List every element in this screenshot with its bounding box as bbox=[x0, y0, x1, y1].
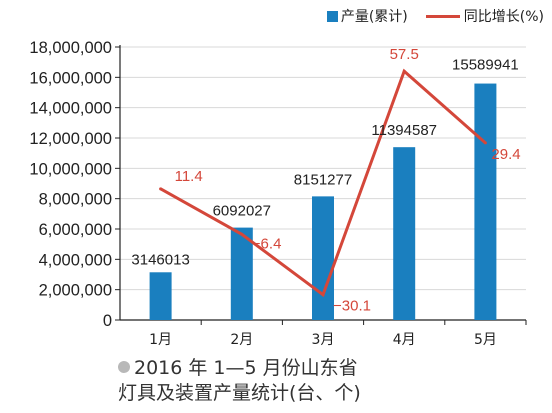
legend-bar-swatch bbox=[326, 10, 338, 22]
legend: 产量(累计) 同比增长(%) bbox=[326, 6, 544, 26]
legend-bar-label: 产量(累计) bbox=[340, 9, 408, 25]
bar-value-label: 8151277 bbox=[294, 171, 352, 188]
y-tick-label: 2,000,000 bbox=[39, 282, 112, 300]
growth-point bbox=[240, 232, 244, 236]
caption-line-1: 2016 年 1—5 月份山东省 bbox=[118, 356, 538, 381]
growth-point bbox=[321, 293, 325, 297]
growth-value-label: −30.1 bbox=[333, 298, 371, 315]
caption-line-1-text: 2016 年 1—5 月份山东省 bbox=[134, 357, 358, 379]
bar bbox=[393, 147, 416, 320]
growth-point bbox=[159, 187, 163, 191]
x-tick-label: 1月 bbox=[149, 332, 172, 348]
chart-caption: 2016 年 1—5 月份山东省 灯具及装置产量统计(台、个) bbox=[118, 356, 538, 406]
growth-value-label: 29.4 bbox=[491, 146, 520, 163]
x-tick-label: 4月 bbox=[393, 332, 416, 348]
growth-point bbox=[402, 69, 406, 73]
y-tick-label: 0 bbox=[103, 312, 112, 330]
x-tick-label: 3月 bbox=[312, 332, 335, 348]
y-tick-label: 16,000,000 bbox=[29, 69, 112, 87]
legend-line-label: 同比增长(%) bbox=[463, 9, 544, 25]
y-tick-label: 18,000,000 bbox=[29, 39, 112, 57]
legend-line-swatch bbox=[425, 14, 460, 18]
bar-value-label: 3146013 bbox=[131, 251, 189, 268]
growth-value-label: 57.5 bbox=[390, 46, 419, 63]
bar bbox=[312, 196, 334, 320]
y-tick-label: 8,000,000 bbox=[39, 191, 112, 209]
growth-value-label: −6.4 bbox=[252, 235, 282, 252]
y-tick-label: 14,000,000 bbox=[29, 100, 112, 118]
bar bbox=[474, 83, 497, 321]
bullet-dot-icon bbox=[118, 361, 130, 373]
y-tick-label: 6,000,000 bbox=[39, 221, 112, 239]
x-tick-label: 2月 bbox=[230, 332, 253, 348]
y-tick-label: 4,000,000 bbox=[39, 251, 112, 269]
bar bbox=[230, 227, 253, 320]
bar-value-label: 15589941 bbox=[452, 57, 519, 74]
caption-line-2: 灯具及装置产量统计(台、个) bbox=[118, 382, 361, 404]
bar-value-label: 6092027 bbox=[213, 203, 271, 220]
growth-value-label: 11.4 bbox=[175, 168, 203, 185]
y-tick-label: 10,000,000 bbox=[29, 160, 112, 178]
bar bbox=[149, 272, 172, 320]
growth-point bbox=[483, 141, 487, 145]
bar-value-label: 11394587 bbox=[371, 122, 437, 139]
y-tick-label: 12,000,000 bbox=[29, 130, 112, 148]
x-tick-label: 5月 bbox=[474, 332, 497, 348]
